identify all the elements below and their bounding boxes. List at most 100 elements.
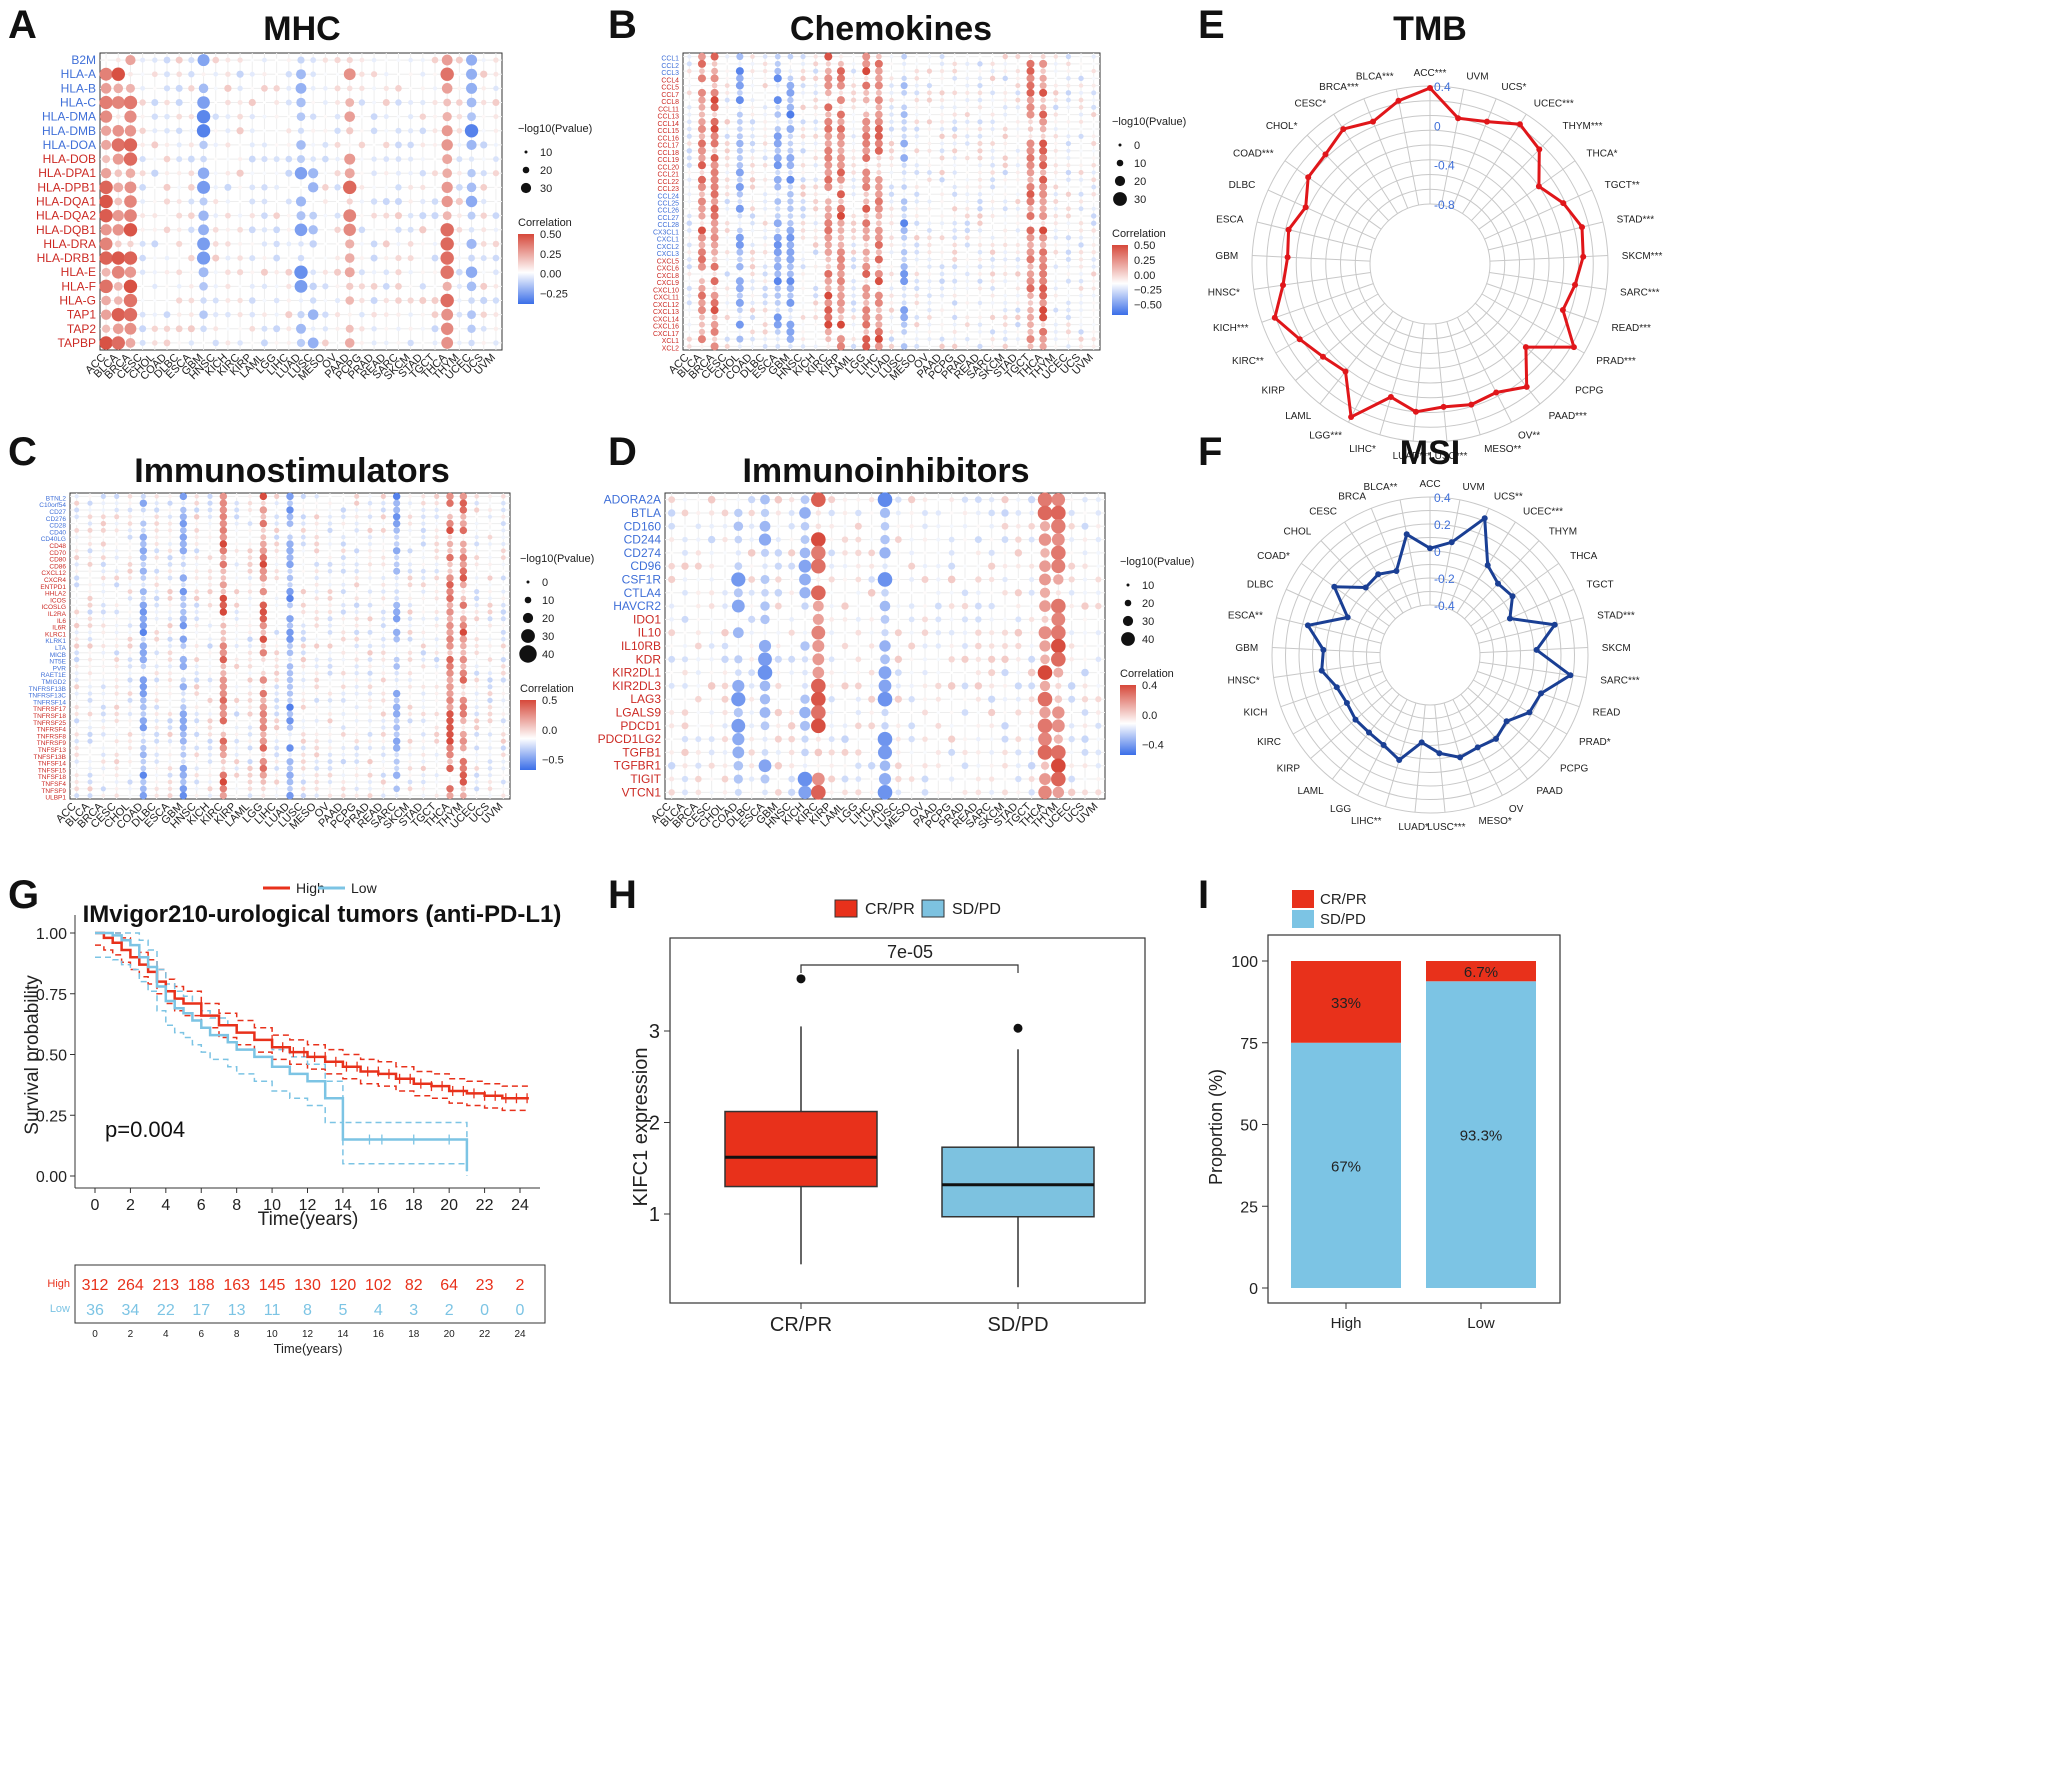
dot-mark — [261, 85, 268, 92]
dot-mark — [346, 127, 353, 134]
dot-mark — [164, 57, 171, 64]
dot-mark — [864, 163, 868, 167]
dot-mark — [802, 99, 805, 102]
chart-title: Immunoinhibitors — [742, 452, 1029, 490]
dot-mark — [989, 683, 994, 688]
dot-mark — [811, 692, 826, 707]
dot-mark — [488, 502, 491, 505]
dot-mark — [737, 112, 743, 118]
dot-mark — [262, 72, 266, 76]
dot-mark — [900, 219, 908, 227]
dot-mark — [260, 704, 267, 711]
dot-mark — [75, 522, 78, 525]
dot-mark — [408, 665, 411, 668]
gene-label: XCL1 — [662, 338, 679, 345]
dot-mark — [698, 299, 705, 306]
dot-mark — [442, 168, 452, 178]
dot-mark — [711, 118, 719, 126]
dot-mark — [335, 256, 340, 261]
dot-mark — [966, 309, 969, 312]
dot-mark — [199, 141, 207, 149]
dot-mark — [990, 170, 995, 175]
dot-mark — [801, 344, 805, 348]
dot-mark — [990, 120, 995, 125]
dot-mark — [434, 657, 439, 662]
dot-mark — [1040, 97, 1045, 102]
dot-mark — [311, 326, 316, 331]
dot-mark — [195, 624, 199, 628]
dot-mark — [102, 678, 106, 682]
dot-mark — [1016, 192, 1020, 196]
dot-mark — [725, 55, 729, 59]
dot-mark — [936, 591, 940, 595]
dot-mark — [1003, 206, 1008, 211]
dot-mark — [178, 257, 181, 260]
dot-mark — [102, 672, 105, 675]
dot-mark — [177, 199, 182, 204]
dot-mark — [89, 753, 92, 756]
dot-mark — [966, 164, 969, 167]
dot-mark — [863, 111, 869, 117]
dot-mark — [698, 176, 706, 184]
dot-mark — [194, 514, 199, 519]
dot-mark — [154, 637, 159, 642]
dot-mark — [669, 683, 675, 689]
dot-mark — [915, 185, 919, 189]
dot-mark — [395, 255, 401, 261]
dot-mark — [940, 294, 944, 298]
dot-mark — [275, 597, 279, 601]
dot-mark — [155, 712, 159, 716]
dot-mark — [914, 235, 919, 240]
dot-mark — [901, 76, 906, 81]
dot-mark — [286, 629, 293, 636]
dot-mark — [978, 178, 982, 182]
dot-mark — [763, 279, 767, 283]
dot-mark — [199, 84, 209, 94]
dot-mark — [488, 495, 492, 499]
dot-mark — [408, 227, 414, 233]
dot-mark — [274, 725, 279, 730]
dot-mark — [180, 588, 187, 595]
dot-mark — [935, 603, 942, 610]
dot-mark — [988, 709, 995, 716]
dot-mark — [710, 631, 714, 635]
dot-mark — [359, 326, 364, 331]
dot-mark — [813, 105, 818, 110]
dot-mark — [687, 243, 692, 248]
dot-mark — [335, 100, 340, 105]
dot-mark — [774, 140, 782, 148]
dot-mark — [977, 213, 982, 218]
dot-mark — [75, 549, 79, 553]
dot-mark — [197, 124, 210, 137]
dot-mark — [126, 338, 136, 348]
dot-mark — [855, 523, 862, 530]
dot-mark — [168, 657, 173, 662]
dot-mark — [460, 568, 467, 575]
dot-mark — [952, 221, 957, 226]
dot-mark — [862, 67, 870, 75]
dot-mark — [1040, 205, 1047, 212]
dot-mark — [381, 644, 385, 648]
dot-mark — [722, 723, 727, 728]
dot-mark — [101, 168, 111, 178]
dot-mark — [393, 547, 400, 554]
dot-mark — [1016, 345, 1019, 348]
dot-mark — [262, 241, 267, 246]
dot-mark — [814, 330, 817, 333]
dot-mark — [341, 609, 346, 614]
dot-mark — [1083, 723, 1088, 728]
dot-mark — [220, 649, 227, 656]
dot-mark — [493, 297, 499, 303]
dot-mark — [441, 139, 452, 150]
dot-mark — [368, 698, 372, 702]
dot-mark — [787, 285, 794, 292]
dot-mark — [115, 597, 118, 600]
dot-mark — [421, 341, 424, 344]
dot-mark — [862, 53, 870, 61]
dot-mark — [829, 564, 834, 569]
dot-mark — [128, 760, 132, 764]
dot-mark — [128, 521, 133, 526]
dot-mark — [301, 766, 306, 771]
dot-mark — [208, 515, 212, 519]
dot-mark — [75, 630, 79, 634]
